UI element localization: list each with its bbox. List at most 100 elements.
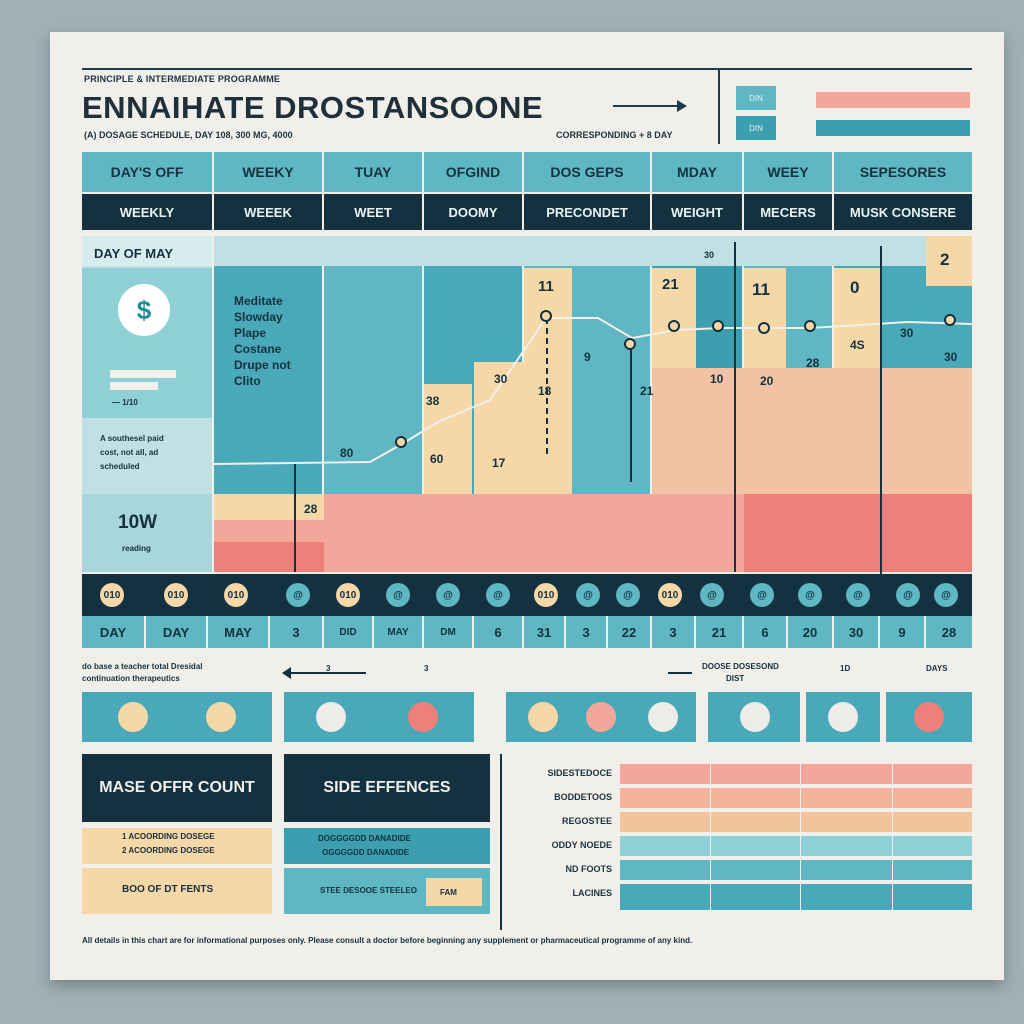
- mid-note-right-3: 1D: [840, 664, 851, 673]
- table-row: [620, 812, 972, 832]
- day-cell: MAY: [374, 616, 422, 648]
- side-effects-tag-box: [426, 878, 482, 906]
- cycle-icon: @: [700, 583, 724, 607]
- col-header-weeky: WEEKY: [214, 152, 322, 192]
- col-header-weey: WEEY: [744, 152, 832, 192]
- dollar-coin-icon: $: [118, 284, 170, 336]
- block-peach-1: [424, 384, 472, 496]
- side-effects-tag: FAM: [440, 888, 457, 897]
- data-point-4: [668, 320, 680, 332]
- mini-bar-2: [110, 382, 158, 390]
- day-cell: 31: [524, 616, 564, 648]
- table-column-divider: [892, 764, 893, 914]
- value-label: 2: [940, 250, 950, 269]
- dose-circle-icon: [408, 702, 438, 732]
- day-cell: 3: [566, 616, 606, 648]
- dose-panel-1: [82, 692, 272, 742]
- value-label: 60: [430, 452, 444, 466]
- data-point-6: [758, 322, 770, 334]
- day-cell: 20: [788, 616, 832, 648]
- big-value-card: [82, 494, 212, 572]
- dose-count-foot-box: [82, 868, 272, 914]
- legend-swatch-2: DIN: [736, 116, 776, 140]
- block-peach-3: [524, 268, 572, 496]
- row-strip-top: [214, 236, 972, 266]
- dose-pill-icon: 010: [224, 583, 248, 607]
- data-point-8: [944, 314, 956, 326]
- value-label: 28: [304, 502, 318, 516]
- cycle-icon: @: [286, 583, 310, 607]
- table-column-divider: [710, 764, 711, 914]
- value-label: 21: [640, 384, 654, 398]
- chart-col-2: [324, 266, 422, 496]
- day-cell: 6: [744, 616, 786, 648]
- left-note-2: cost, not all, ad: [100, 448, 159, 457]
- arrow-left-label: 3: [326, 664, 331, 673]
- cycle-icon: @: [486, 583, 510, 607]
- band-salmon-left: [214, 520, 324, 542]
- block-peach-5: [744, 268, 786, 368]
- side-effects-title: SIDE EFFENCES: [284, 754, 490, 822]
- bottom-separator: [500, 754, 502, 930]
- col-header-ofgind: OFGIND: [424, 152, 522, 192]
- day-of-may-label: DAY OF MAY: [94, 246, 173, 261]
- day-cell: 3: [270, 616, 322, 648]
- marker-line-1: [294, 464, 296, 572]
- text-block-line-3: Plape: [234, 326, 267, 340]
- data-point-1: [395, 436, 407, 448]
- table-row-label: REGOSTEE: [561, 816, 612, 826]
- cycle-icon: @: [616, 583, 640, 607]
- header-subtitle: (A) DOSAGE SCHEDULE, DAY 108, 300 MG, 40…: [84, 130, 293, 140]
- day-cell: 3: [652, 616, 694, 648]
- text-block-line-2: Slowday: [234, 310, 283, 324]
- dose-circle-icon: [740, 702, 770, 732]
- marker-line-3: [630, 346, 632, 482]
- block-peach-2: [474, 362, 524, 496]
- day-cell: 22: [608, 616, 650, 648]
- day-cell: 21: [696, 616, 742, 648]
- value-label: 30: [704, 250, 715, 260]
- sub-header-weeek: WEEEK: [214, 194, 322, 230]
- dose-circle-icon: [828, 702, 858, 732]
- col-header-mday: MDAY: [652, 152, 742, 192]
- marker-line-5: [880, 246, 882, 646]
- table-row-label: BODDETOOS: [554, 792, 612, 802]
- cycle-icon: @: [846, 583, 870, 607]
- arrow-left-head-icon: [282, 667, 291, 679]
- dose-circle-icon: [316, 702, 346, 732]
- disclaimer: All details in this chart are for inform…: [82, 936, 693, 945]
- header-subtitle-right: CORRESPONDING + 8 DAY: [556, 130, 673, 140]
- legend-swatch-1: DIN: [736, 86, 776, 110]
- dose-pill-icon: 010: [534, 583, 558, 607]
- top-rule: [82, 68, 972, 70]
- dose-panel-2: [284, 692, 474, 742]
- mid-note-right-2: DIST: [726, 674, 745, 683]
- col-header-sepesores: SEPESORES: [834, 152, 972, 192]
- icon-strip: [82, 574, 972, 616]
- table-row: [620, 884, 972, 910]
- side-effects-line-2: OGGGGDD DANADIDE: [322, 848, 410, 857]
- value-label: 11: [538, 278, 554, 295]
- arrow-right-icon: [613, 105, 679, 107]
- mini-bar-1: [110, 370, 176, 378]
- sub-header-musk-consere: MUSK CONSERE: [834, 194, 972, 230]
- sub-header-weight: WEIGHT: [652, 194, 742, 230]
- value-label: 80: [340, 446, 354, 460]
- big-value-caption: reading: [122, 544, 151, 553]
- header-separator: [718, 70, 720, 144]
- dose-count-title: MASE OFFR COUNT: [82, 754, 272, 822]
- value-label: 17: [492, 456, 506, 470]
- header-kicker: PRINCIPLE & INTERMEDIATE PROGRAMME: [84, 74, 281, 84]
- dose-pill-icon: 010: [336, 583, 360, 607]
- trend-line: [213, 317, 973, 465]
- value-label: 38: [426, 394, 440, 408]
- page-title: ENNAIHATE DROSTANSOONE: [82, 90, 544, 125]
- col-header-dos-geps: DOS GEPS: [524, 152, 650, 192]
- big-value: 10W: [118, 512, 158, 533]
- marker-line-4: [734, 242, 736, 572]
- col-header-days-off: DAY'S OFF: [82, 152, 212, 192]
- side-effects-line-1: DOGGGGDD DANADIDE: [318, 834, 411, 843]
- table-row-label: ODDY NOEDE: [551, 840, 612, 850]
- value-label: 11: [752, 280, 770, 299]
- value-label: 10: [710, 372, 724, 386]
